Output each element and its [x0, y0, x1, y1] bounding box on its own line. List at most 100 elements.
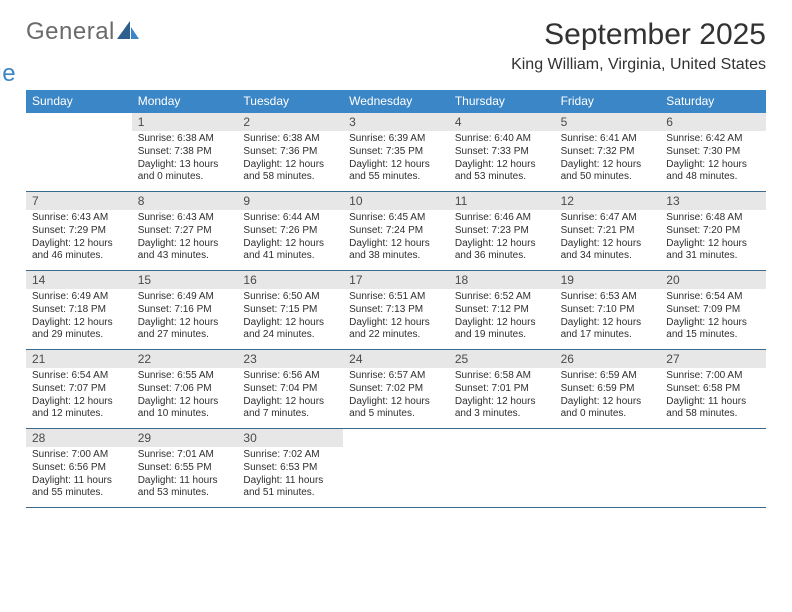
daylight-text: Daylight: 12 hours and 46 minutes.: [32, 238, 128, 264]
daylight-text: Daylight: 11 hours and 53 minutes.: [138, 475, 234, 501]
day-cell: [660, 429, 766, 507]
day-info: Sunrise: 6:43 AMSunset: 7:27 PMDaylight:…: [132, 210, 238, 267]
day-cell: 4Sunrise: 6:40 AMSunset: 7:33 PMDaylight…: [449, 113, 555, 191]
day-info: Sunrise: 7:01 AMSunset: 6:55 PMDaylight:…: [132, 447, 238, 504]
daylight-text: Daylight: 12 hours and 31 minutes.: [666, 238, 762, 264]
day-cell: 14Sunrise: 6:49 AMSunset: 7:18 PMDayligh…: [26, 271, 132, 349]
sunrise-text: Sunrise: 7:00 AM: [32, 449, 128, 462]
page-title: September 2025: [511, 18, 766, 52]
day-info: Sunrise: 6:48 AMSunset: 7:20 PMDaylight:…: [660, 210, 766, 267]
day-cell: 28Sunrise: 7:00 AMSunset: 6:56 PMDayligh…: [26, 429, 132, 507]
day-header-row: SundayMondayTuesdayWednesdayThursdayFrid…: [26, 90, 766, 113]
day-cell: 13Sunrise: 6:48 AMSunset: 7:20 PMDayligh…: [660, 192, 766, 270]
day-cell: [449, 429, 555, 507]
day-header-cell: Thursday: [449, 90, 555, 113]
day-number: 11: [449, 192, 555, 210]
sunset-text: Sunset: 7:02 PM: [349, 383, 445, 396]
sunset-text: Sunset: 7:13 PM: [349, 304, 445, 317]
sunset-text: Sunset: 6:53 PM: [243, 462, 339, 475]
sunrise-text: Sunrise: 6:45 AM: [349, 212, 445, 225]
sunset-text: Sunset: 7:35 PM: [349, 146, 445, 159]
day-cell: 6Sunrise: 6:42 AMSunset: 7:30 PMDaylight…: [660, 113, 766, 191]
sunset-text: Sunset: 7:33 PM: [455, 146, 551, 159]
title-block: September 2025 King William, Virginia, U…: [511, 18, 766, 74]
sunrise-text: Sunrise: 6:52 AM: [455, 291, 551, 304]
day-number: 3: [343, 113, 449, 131]
sunset-text: Sunset: 6:58 PM: [666, 383, 762, 396]
day-number: 6: [660, 113, 766, 131]
sunrise-text: Sunrise: 6:56 AM: [243, 370, 339, 383]
sunrise-text: Sunrise: 6:58 AM: [455, 370, 551, 383]
day-cell: 19Sunrise: 6:53 AMSunset: 7:10 PMDayligh…: [555, 271, 661, 349]
day-info: Sunrise: 6:49 AMSunset: 7:16 PMDaylight:…: [132, 289, 238, 346]
daylight-text: Daylight: 12 hours and 48 minutes.: [666, 159, 762, 185]
day-number: 30: [237, 429, 343, 447]
day-cell: 10Sunrise: 6:45 AMSunset: 7:24 PMDayligh…: [343, 192, 449, 270]
daylight-text: Daylight: 12 hours and 19 minutes.: [455, 317, 551, 343]
sunset-text: Sunset: 7:26 PM: [243, 225, 339, 238]
day-number: 21: [26, 350, 132, 368]
daylight-text: Daylight: 12 hours and 58 minutes.: [243, 159, 339, 185]
week-row: 7Sunrise: 6:43 AMSunset: 7:29 PMDaylight…: [26, 192, 766, 271]
day-number: 5: [555, 113, 661, 131]
sunrise-text: Sunrise: 6:49 AM: [138, 291, 234, 304]
daylight-text: Daylight: 12 hours and 12 minutes.: [32, 396, 128, 422]
day-number: 14: [26, 271, 132, 289]
sunset-text: Sunset: 7:32 PM: [561, 146, 657, 159]
day-info: Sunrise: 6:42 AMSunset: 7:30 PMDaylight:…: [660, 131, 766, 188]
day-number: 10: [343, 192, 449, 210]
sunrise-text: Sunrise: 6:44 AM: [243, 212, 339, 225]
day-number: 1: [132, 113, 238, 131]
day-info: Sunrise: 6:50 AMSunset: 7:15 PMDaylight:…: [237, 289, 343, 346]
daylight-text: Daylight: 13 hours and 0 minutes.: [138, 159, 234, 185]
day-cell: 20Sunrise: 6:54 AMSunset: 7:09 PMDayligh…: [660, 271, 766, 349]
sunrise-text: Sunrise: 6:54 AM: [666, 291, 762, 304]
sunrise-text: Sunrise: 6:51 AM: [349, 291, 445, 304]
sunset-text: Sunset: 7:01 PM: [455, 383, 551, 396]
daylight-text: Daylight: 12 hours and 15 minutes.: [666, 317, 762, 343]
sunset-text: Sunset: 7:06 PM: [138, 383, 234, 396]
daylight-text: Daylight: 12 hours and 7 minutes.: [243, 396, 339, 422]
daylight-text: Daylight: 12 hours and 22 minutes.: [349, 317, 445, 343]
day-info: Sunrise: 6:44 AMSunset: 7:26 PMDaylight:…: [237, 210, 343, 267]
sunrise-text: Sunrise: 6:55 AM: [138, 370, 234, 383]
sunset-text: Sunset: 7:30 PM: [666, 146, 762, 159]
day-info: Sunrise: 6:58 AMSunset: 7:01 PMDaylight:…: [449, 368, 555, 425]
day-header-cell: Sunday: [26, 90, 132, 113]
day-info: Sunrise: 6:55 AMSunset: 7:06 PMDaylight:…: [132, 368, 238, 425]
daylight-text: Daylight: 12 hours and 29 minutes.: [32, 317, 128, 343]
day-number: 29: [132, 429, 238, 447]
day-info: Sunrise: 6:45 AMSunset: 7:24 PMDaylight:…: [343, 210, 449, 267]
day-info: Sunrise: 7:02 AMSunset: 6:53 PMDaylight:…: [237, 447, 343, 504]
sunrise-text: Sunrise: 6:43 AM: [138, 212, 234, 225]
header: General Blue September 2025 King William…: [26, 18, 766, 74]
sunrise-text: Sunrise: 6:49 AM: [32, 291, 128, 304]
day-number: 23: [237, 350, 343, 368]
sunset-text: Sunset: 7:24 PM: [349, 225, 445, 238]
sunrise-text: Sunrise: 6:47 AM: [561, 212, 657, 225]
sunset-text: Sunset: 7:27 PM: [138, 225, 234, 238]
day-number: 12: [555, 192, 661, 210]
daylight-text: Daylight: 11 hours and 58 minutes.: [666, 396, 762, 422]
sunset-text: Sunset: 7:15 PM: [243, 304, 339, 317]
daylight-text: Daylight: 12 hours and 50 minutes.: [561, 159, 657, 185]
sunset-text: Sunset: 7:12 PM: [455, 304, 551, 317]
day-number: 13: [660, 192, 766, 210]
day-info: Sunrise: 6:59 AMSunset: 6:59 PMDaylight:…: [555, 368, 661, 425]
day-cell: 30Sunrise: 7:02 AMSunset: 6:53 PMDayligh…: [237, 429, 343, 507]
day-number: 24: [343, 350, 449, 368]
day-info: Sunrise: 6:41 AMSunset: 7:32 PMDaylight:…: [555, 131, 661, 188]
sunrise-text: Sunrise: 6:46 AM: [455, 212, 551, 225]
day-info: Sunrise: 6:54 AMSunset: 7:07 PMDaylight:…: [26, 368, 132, 425]
sunset-text: Sunset: 6:59 PM: [561, 383, 657, 396]
day-cell: 17Sunrise: 6:51 AMSunset: 7:13 PMDayligh…: [343, 271, 449, 349]
daylight-text: Daylight: 11 hours and 51 minutes.: [243, 475, 339, 501]
sunset-text: Sunset: 7:38 PM: [138, 146, 234, 159]
day-info: Sunrise: 6:56 AMSunset: 7:04 PMDaylight:…: [237, 368, 343, 425]
day-info: Sunrise: 6:47 AMSunset: 7:21 PMDaylight:…: [555, 210, 661, 267]
location-text: King William, Virginia, United States: [511, 56, 766, 74]
daylight-text: Daylight: 12 hours and 43 minutes.: [138, 238, 234, 264]
day-number: 4: [449, 113, 555, 131]
daylight-text: Daylight: 12 hours and 36 minutes.: [455, 238, 551, 264]
daylight-text: Daylight: 12 hours and 24 minutes.: [243, 317, 339, 343]
